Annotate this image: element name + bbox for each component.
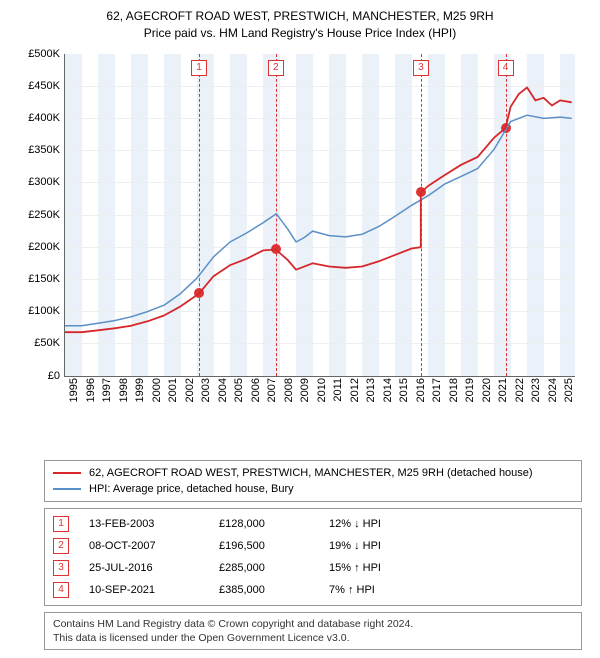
- x-axis-label: 2007: [262, 378, 278, 402]
- x-axis-label: 2011: [328, 378, 344, 402]
- x-axis-label: 2015: [394, 378, 410, 402]
- x-axis-label: 1998: [114, 378, 130, 402]
- x-axis-label: 2013: [361, 378, 377, 402]
- sales-row-delta: 7% ↑ HPI: [329, 584, 419, 596]
- y-axis-label: £350K: [28, 144, 64, 156]
- y-axis-label: £400K: [28, 112, 64, 124]
- x-axis-label: 2025: [559, 378, 575, 402]
- footer-line-1: Contains HM Land Registry data © Crown c…: [53, 617, 573, 631]
- legend-swatch: [53, 488, 81, 490]
- x-axis-label: 2023: [526, 378, 542, 402]
- x-axis-label: 2012: [345, 378, 361, 402]
- x-axis-label: 2018: [444, 378, 460, 402]
- sales-row: 2 08-OCT-2007 £196,500 19% ↓ HPI: [53, 535, 573, 557]
- x-axis-label: 2020: [477, 378, 493, 402]
- sales-row-delta: 19% ↓ HPI: [329, 540, 419, 552]
- x-axis-label: 2008: [279, 378, 295, 402]
- series-property: [65, 87, 572, 332]
- sales-row-date: 25-JUL-2016: [89, 562, 199, 574]
- sales-table: 1 13-FEB-2003 £128,000 12% ↓ HPI 2 08-OCT-200…: [44, 508, 582, 606]
- series-svg: [65, 54, 575, 376]
- x-axis-label: 2010: [312, 378, 328, 402]
- y-axis-label: £200K: [28, 241, 64, 253]
- footer: Contains HM Land Registry data © Crown c…: [44, 612, 582, 650]
- sales-row: 3 25-JUL-2016 £285,000 15% ↑ HPI: [53, 557, 573, 579]
- legend-label: 62, AGECROFT ROAD WEST, PRESTWICH, MANCH…: [89, 467, 533, 479]
- sales-row: 1 13-FEB-2003 £128,000 12% ↓ HPI: [53, 513, 573, 535]
- x-axis-label: 2021: [493, 378, 509, 402]
- x-axis-label: 2019: [460, 378, 476, 402]
- x-axis-label: 2016: [411, 378, 427, 402]
- x-axis-label: 2000: [147, 378, 163, 402]
- sales-row-delta: 12% ↓ HPI: [329, 518, 419, 530]
- y-axis-label: £250K: [28, 209, 64, 221]
- sales-row-price: £385,000: [219, 584, 309, 596]
- footer-line-2: This data is licensed under the Open Gov…: [53, 631, 573, 645]
- legend-label: HPI: Average price, detached house, Bury: [89, 483, 294, 495]
- title-line-2: Price paid vs. HM Land Registry's House …: [8, 25, 592, 42]
- x-axis-label: 2004: [213, 378, 229, 402]
- sales-row-date: 13-FEB-2003: [89, 518, 199, 530]
- y-axis-label: £450K: [28, 80, 64, 92]
- sales-row: 4 10-SEP-2021 £385,000 7% ↑ HPI: [53, 579, 573, 601]
- sales-row-number: 2: [53, 538, 69, 554]
- x-axis-label: 2006: [246, 378, 262, 402]
- title-line-1: 62, AGECROFT ROAD WEST, PRESTWICH, MANCH…: [8, 8, 592, 25]
- series-hpi: [65, 115, 572, 326]
- chart: 1234£0 £50K £100K £150K £200K £250K £300K £350K…: [18, 48, 582, 418]
- sales-row-price: £128,000: [219, 518, 309, 530]
- x-axis-label: 1997: [97, 378, 113, 402]
- sales-row-delta: 15% ↑ HPI: [329, 562, 419, 574]
- x-axis-label: 2003: [196, 378, 212, 402]
- sales-row-date: 08-OCT-2007: [89, 540, 199, 552]
- y-axis-label: £300K: [28, 176, 64, 188]
- x-axis-label: 1999: [130, 378, 146, 402]
- x-axis-label: 2022: [510, 378, 526, 402]
- legend-item: 62, AGECROFT ROAD WEST, PRESTWICH, MANCH…: [53, 465, 573, 481]
- x-axis-label: 2001: [163, 378, 179, 402]
- sales-row-price: £285,000: [219, 562, 309, 574]
- x-axis-label: 2002: [180, 378, 196, 402]
- y-axis-label: £50K: [34, 337, 64, 349]
- y-axis-label: £100K: [28, 305, 64, 317]
- x-axis-label: 2005: [229, 378, 245, 402]
- y-axis-label: £500K: [28, 48, 64, 60]
- plot-area: 1234: [64, 54, 575, 377]
- y-axis-label: £150K: [28, 273, 64, 285]
- legend-item: HPI: Average price, detached house, Bury: [53, 481, 573, 497]
- legend-swatch: [53, 472, 81, 474]
- sales-row-number: 3: [53, 560, 69, 576]
- y-axis-label: £0: [48, 370, 64, 382]
- x-axis-label: 2017: [427, 378, 443, 402]
- x-axis-label: 1995: [64, 378, 80, 402]
- sales-row-price: £196,500: [219, 540, 309, 552]
- sales-row-date: 10-SEP-2021: [89, 584, 199, 596]
- legend: 62, AGECROFT ROAD WEST, PRESTWICH, MANCH…: [44, 460, 582, 502]
- x-axis-label: 2009: [295, 378, 311, 402]
- chart-title: 62, AGECROFT ROAD WEST, PRESTWICH, MANCH…: [8, 8, 592, 42]
- x-axis-label: 2014: [378, 378, 394, 402]
- x-axis-label: 2024: [543, 378, 559, 402]
- x-axis-label: 1996: [81, 378, 97, 402]
- sales-row-number: 4: [53, 582, 69, 598]
- sales-row-number: 1: [53, 516, 69, 532]
